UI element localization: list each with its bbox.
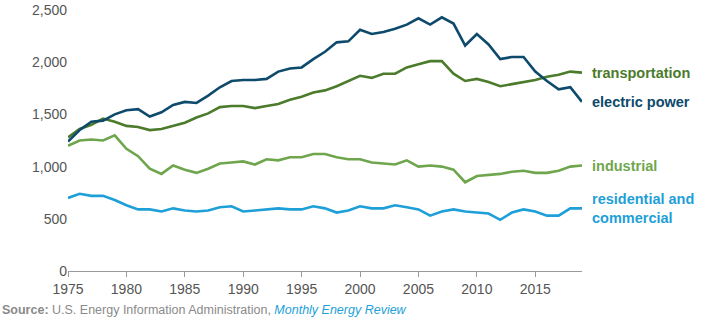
svg-text:Source: U.S. Energy Informatio: Source: U.S. Energy Information Administ… (2, 303, 407, 317)
svg-text:1995: 1995 (286, 281, 317, 297)
svg-text:500: 500 (44, 211, 68, 227)
svg-text:industrial: industrial (592, 158, 657, 174)
svg-text:1980: 1980 (111, 281, 142, 297)
svg-text:2015: 2015 (520, 281, 551, 297)
svg-text:residential andcommercial: residential andcommercial (592, 191, 694, 226)
svg-text:1990: 1990 (228, 281, 259, 297)
svg-text:electric power: electric power (592, 94, 690, 110)
svg-text:1,000: 1,000 (32, 159, 67, 175)
svg-text:2000: 2000 (344, 281, 375, 297)
svg-text:2,500: 2,500 (32, 2, 67, 18)
svg-text:2,000: 2,000 (32, 54, 67, 70)
svg-text:1985: 1985 (169, 281, 200, 297)
svg-text:2010: 2010 (461, 281, 492, 297)
svg-text:1975: 1975 (52, 281, 83, 297)
svg-text:transportation: transportation (592, 65, 690, 81)
svg-text:2005: 2005 (403, 281, 434, 297)
svg-text:0: 0 (59, 263, 67, 279)
svg-text:1,500: 1,500 (32, 106, 67, 122)
